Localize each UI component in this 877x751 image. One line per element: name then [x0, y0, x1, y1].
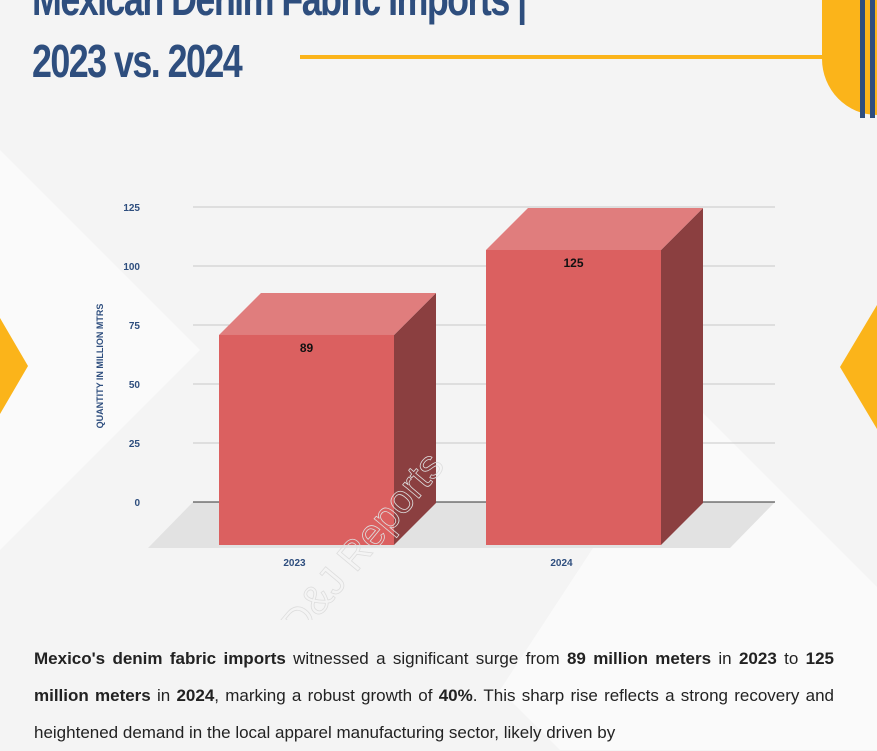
- bar-side: [394, 292, 436, 545]
- paragraph-segment: in: [711, 649, 739, 668]
- y-tick-label: 25: [129, 439, 141, 450]
- bar-2024: [486, 250, 661, 545]
- title-line-2: 2023 vs. 2024: [32, 35, 243, 87]
- paragraph-segment: witnessed a significant surge from: [285, 649, 567, 668]
- background-shape: [500, 400, 877, 750]
- x-tick-label: 2024: [550, 558, 573, 569]
- data-label: 125: [563, 256, 583, 270]
- paragraph-segment: 40%: [438, 686, 473, 705]
- left-decorative-triangle: [0, 318, 28, 414]
- paragraph-segment: , marking a robust growth of: [214, 686, 439, 705]
- decorative-stripe: [870, 0, 875, 118]
- y-tick-label: 75: [129, 321, 141, 332]
- description-paragraph: Mexico's denim fabric imports witnessed …: [34, 640, 834, 751]
- y-tick-label: 125: [123, 203, 140, 214]
- bar-2023: [219, 334, 394, 545]
- paragraph-segment: 2023: [738, 649, 777, 668]
- bar-side: [661, 208, 703, 545]
- background-shape: [0, 150, 200, 550]
- bar-chart: 0 25 50 75 100 125 QUANTITY IN MILLION MTRS 89 2…: [95, 203, 775, 620]
- y-tick-label: 50: [129, 380, 141, 391]
- bar-top: [219, 292, 436, 335]
- x-tick-label: 2023: [283, 558, 306, 569]
- bar-top: [486, 208, 703, 250]
- paragraph-segment: 89 million meters: [566, 649, 712, 668]
- y-tick-label: 0: [134, 498, 140, 509]
- decorative-stripe: [860, 0, 865, 118]
- paragraph-segment: in: [150, 686, 177, 705]
- paragraph-segment: to: [776, 649, 806, 668]
- data-label: 89: [300, 341, 314, 355]
- y-tick-label: 100: [123, 262, 140, 273]
- y-axis-label: QUANTITY IN MILLION MTRS: [95, 304, 105, 429]
- paragraph-segment: 2024: [176, 686, 215, 705]
- title-line-1: Mexican Denim Fabric Imports |: [32, 0, 527, 26]
- right-decorative-triangle: [840, 305, 877, 429]
- accent-rule: [300, 55, 822, 59]
- paragraph-segment: Mexico's denim fabric imports: [34, 649, 286, 668]
- paragraph-segment: . This sharp rise reflects a strong reco…: [34, 686, 834, 742]
- paragraph-segment: 125 million meters: [34, 649, 834, 705]
